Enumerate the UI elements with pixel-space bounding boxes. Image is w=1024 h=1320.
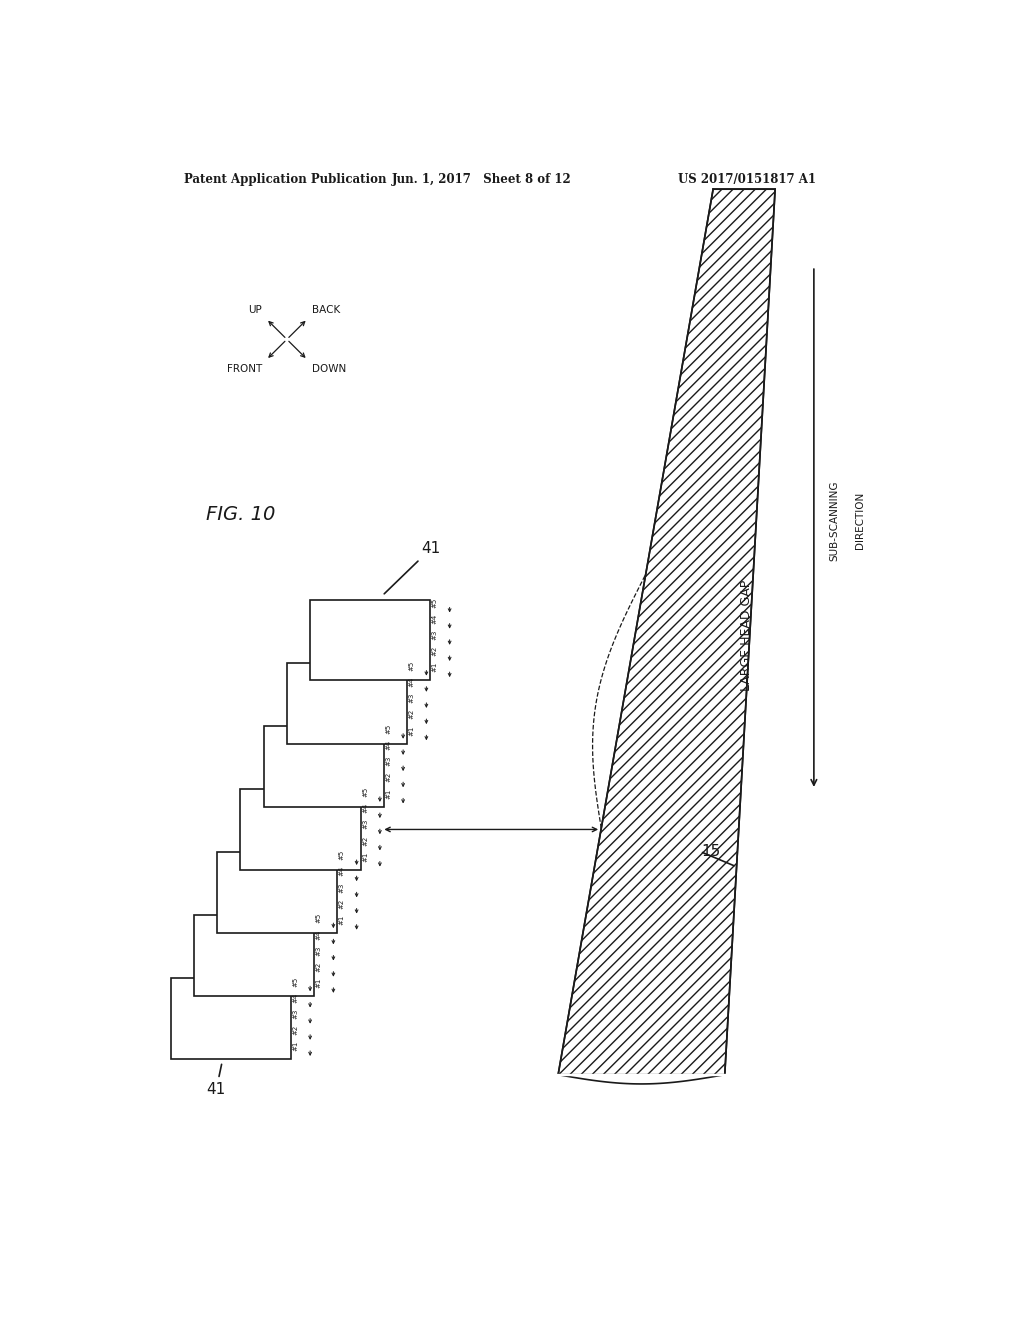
Text: #4: #4	[362, 803, 369, 813]
Text: #1: #1	[409, 725, 415, 735]
Text: 41: 41	[384, 541, 440, 594]
Text: #4: #4	[432, 614, 438, 624]
Text: #2: #2	[339, 899, 345, 908]
Bar	[217, 853, 337, 933]
Text: #1: #1	[293, 1041, 298, 1051]
Text: #3: #3	[339, 882, 345, 892]
Text: #5: #5	[293, 977, 298, 986]
Bar	[263, 726, 384, 807]
Text: #5: #5	[432, 598, 438, 607]
Text: 41: 41	[207, 1064, 226, 1097]
Text: #2: #2	[432, 645, 438, 656]
Bar	[194, 915, 314, 997]
Text: BACK: BACK	[311, 305, 340, 314]
Text: #3: #3	[409, 693, 415, 704]
Bar	[171, 978, 291, 1059]
Text: #5: #5	[315, 913, 322, 924]
Text: #3: #3	[315, 945, 322, 956]
Text: #4: #4	[339, 866, 345, 876]
Text: LARGE HEAD GAP: LARGE HEAD GAP	[740, 581, 754, 692]
Text: #2: #2	[362, 836, 369, 846]
Text: #5: #5	[385, 723, 391, 734]
Text: DOWN: DOWN	[311, 364, 346, 374]
Text: FRONT: FRONT	[227, 364, 262, 374]
Text: #2: #2	[293, 1024, 298, 1035]
Text: #3: #3	[362, 820, 369, 829]
Text: #3: #3	[293, 1008, 298, 1019]
Text: #1: #1	[339, 915, 345, 925]
Text: SUB-SCANNING: SUB-SCANNING	[829, 480, 840, 561]
Bar	[241, 789, 360, 870]
Text: #1: #1	[315, 978, 322, 989]
Text: DIRECTION: DIRECTION	[855, 491, 865, 549]
Text: #5: #5	[362, 787, 369, 797]
Text: #4: #4	[293, 993, 298, 1003]
Text: Jun. 1, 2017   Sheet 8 of 12: Jun. 1, 2017 Sheet 8 of 12	[391, 173, 571, 186]
Text: #1: #1	[385, 788, 391, 799]
Text: #3: #3	[432, 630, 438, 640]
Text: #3: #3	[385, 756, 391, 767]
Text: #2: #2	[409, 709, 415, 719]
Text: #4: #4	[409, 677, 415, 686]
Text: US 2017/0151817 A1: US 2017/0151817 A1	[678, 173, 816, 186]
Text: #1: #1	[362, 851, 369, 862]
Text: #4: #4	[315, 929, 322, 940]
Text: #1: #1	[432, 663, 438, 672]
Text: #4: #4	[385, 741, 391, 750]
Text: #2: #2	[315, 962, 322, 972]
Text: Patent Application Publication: Patent Application Publication	[183, 173, 386, 186]
Bar	[287, 663, 407, 743]
Text: FIG. 10: FIG. 10	[206, 506, 274, 524]
Polygon shape	[558, 189, 775, 1074]
Text: 15: 15	[701, 843, 721, 859]
Text: #5: #5	[339, 850, 345, 861]
Text: UP: UP	[249, 305, 262, 314]
Text: #5: #5	[409, 660, 415, 671]
Bar	[310, 599, 430, 681]
Text: #2: #2	[385, 772, 391, 783]
